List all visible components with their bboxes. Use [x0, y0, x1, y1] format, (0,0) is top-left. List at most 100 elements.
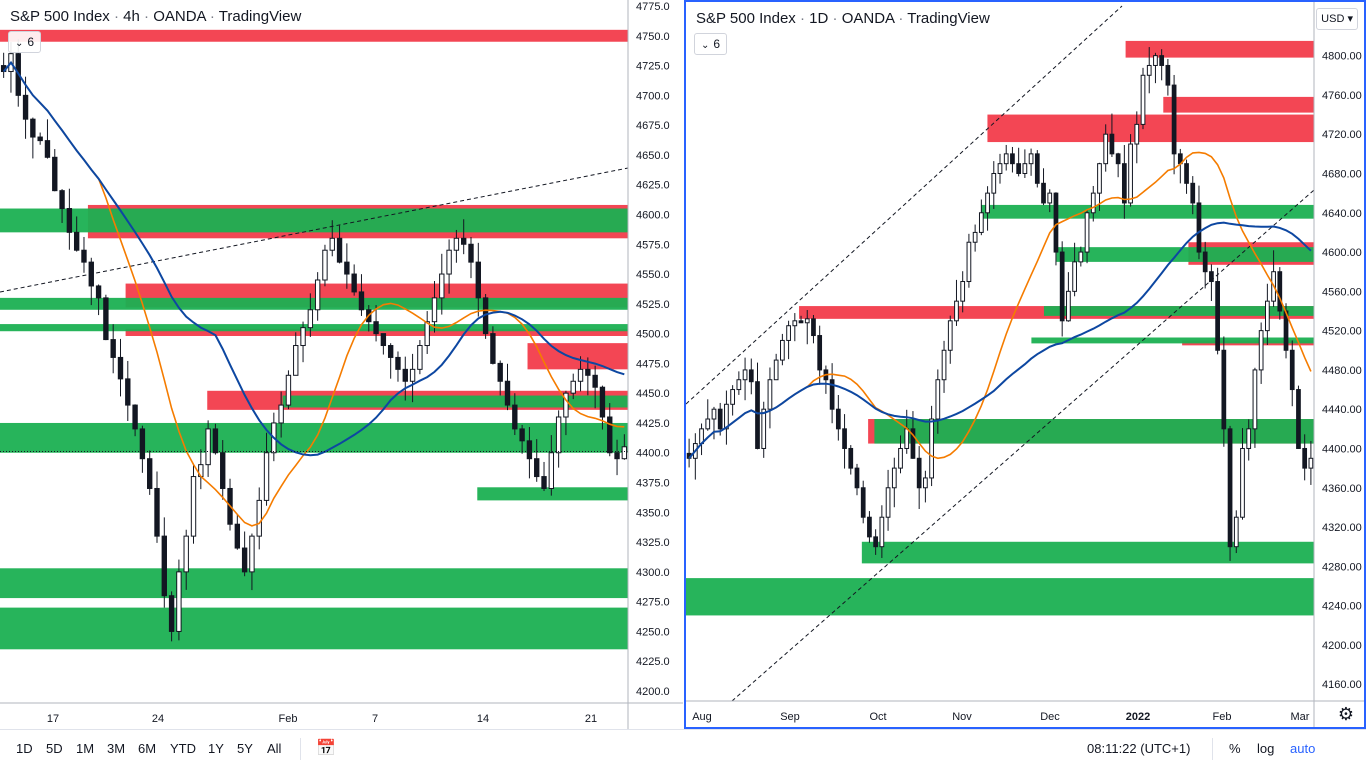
chevron-down-icon: ⌄ — [701, 40, 710, 51]
candle — [607, 403, 613, 457]
candle-body — [1053, 192, 1059, 253]
candle-body — [168, 595, 175, 632]
candle-body — [453, 237, 460, 251]
range-ytd-button[interactable]: YTD — [170, 741, 196, 756]
candle-body — [1090, 192, 1096, 214]
range-1d-button[interactable]: 1D — [16, 741, 33, 756]
candle — [1289, 340, 1295, 407]
candle — [329, 220, 335, 257]
candle-body — [497, 362, 503, 382]
candle-body — [842, 428, 847, 449]
candle — [1016, 147, 1022, 177]
candle — [241, 531, 248, 577]
candle — [997, 153, 1003, 184]
range-6m-button[interactable]: 6M — [138, 741, 157, 756]
price-tick-label: 4600.0 — [636, 209, 670, 221]
price-tick-label: 4440.00 — [1322, 404, 1362, 416]
price-tick-label: 4160.00 — [1322, 679, 1362, 691]
price-tick-label: 4375.0 — [636, 478, 670, 490]
candle-body — [854, 467, 860, 489]
candle-body — [380, 333, 387, 347]
candle-body — [898, 447, 903, 469]
price-tick-label: 4280.00 — [1322, 561, 1362, 573]
candle — [1171, 74, 1177, 175]
price-tick-label: 4450.0 — [636, 388, 670, 400]
candle-body — [860, 487, 866, 518]
broker-label: OANDA — [153, 8, 206, 25]
candle-body — [1153, 55, 1158, 66]
currency-selector[interactable]: USD ▾ — [1316, 8, 1358, 30]
candle — [468, 237, 474, 279]
candle-body — [285, 374, 292, 406]
candle-body — [1003, 153, 1009, 165]
candle — [534, 439, 540, 482]
candle — [37, 132, 43, 145]
candle-body — [439, 273, 445, 299]
chart-1d-canvas[interactable]: 4800.00 4760.00 4720.00 4680.00 4640.00 4600.… — [686, 2, 1364, 727]
candle-body — [1308, 457, 1314, 469]
candle-body — [424, 321, 430, 347]
candle — [736, 371, 742, 395]
chart-pane-1d[interactable]: 4800.00 4760.00 4720.00 4680.00 4640.00 4600.… — [684, 0, 1366, 729]
candle-body — [512, 404, 518, 430]
chart-pane-4h[interactable]: 4775.0 4750.0 4725.0 4700.0 4675.0 4650.0 4625… — [0, 0, 683, 729]
candle-body — [879, 516, 885, 548]
candle-body — [351, 273, 357, 293]
supply-zone — [1125, 40, 1314, 58]
range-1m-button[interactable]: 1M — [76, 741, 95, 756]
range-all-button[interactable]: All — [267, 741, 282, 756]
candle-body — [724, 403, 729, 430]
candle-body — [220, 452, 226, 489]
price-tick-label: 4760.00 — [1322, 90, 1362, 102]
auto-scale-toggle[interactable]: auto — [1290, 741, 1316, 756]
clock-readout[interactable]: 08:11:22 (UTC+1) — [1087, 741, 1191, 756]
calendar-range-icon[interactable]: 📅 — [316, 740, 336, 757]
price-tick-label: 4475.0 — [636, 358, 670, 370]
candle-body — [916, 457, 922, 489]
candle-body — [1059, 251, 1065, 322]
chart-4h-canvas[interactable]: 4775.0 4750.0 4725.0 4700.0 4675.0 4650.0 4625… — [0, 0, 683, 729]
candle-body — [1184, 163, 1189, 184]
pane-title-1d: S&P 500 Index · 1D · OANDA · TradingView — [694, 9, 992, 28]
candle — [555, 410, 562, 468]
candle — [599, 385, 606, 430]
candle — [351, 264, 357, 296]
range-1y-button[interactable]: 1Y — [208, 741, 224, 756]
candle-body — [322, 249, 328, 281]
percent-toggle[interactable]: % — [1229, 741, 1241, 756]
log-toggle[interactable]: log — [1257, 741, 1275, 756]
candle-body — [742, 369, 748, 381]
candle — [1022, 149, 1028, 178]
indicators-toggle[interactable]: ⌄ 6 — [8, 31, 42, 53]
candle-body — [1196, 202, 1202, 253]
candle-body — [1121, 163, 1127, 204]
candle-body — [1190, 182, 1196, 204]
candle — [526, 427, 533, 479]
candle — [1240, 428, 1245, 520]
range-5y-button[interactable]: 5Y — [237, 741, 253, 756]
candle-body — [139, 428, 146, 460]
candle — [1146, 47, 1152, 94]
candle — [176, 559, 182, 641]
candle — [1184, 159, 1189, 194]
candle-body — [212, 428, 219, 454]
candle-body — [541, 476, 547, 489]
candle-body — [1084, 212, 1090, 253]
candle — [1078, 246, 1084, 267]
gear-icon[interactable]: ⚙ — [1337, 704, 1354, 724]
candle — [387, 343, 394, 379]
indicators-toggle[interactable]: ⌄ 6 — [694, 33, 728, 55]
time-tick-label: 7 — [372, 713, 378, 725]
candle — [322, 244, 328, 287]
candle — [103, 294, 109, 341]
time-tick-label: 2022 — [1126, 711, 1150, 723]
candle — [954, 279, 959, 326]
candle-body — [873, 536, 879, 548]
range-3m-button[interactable]: 3M — [107, 741, 126, 756]
candle-body — [1140, 74, 1146, 125]
candle — [891, 457, 897, 508]
candle-body — [570, 380, 576, 394]
range-5d-button[interactable]: 5D — [46, 741, 63, 756]
candle — [132, 404, 138, 437]
candle — [1103, 124, 1109, 172]
